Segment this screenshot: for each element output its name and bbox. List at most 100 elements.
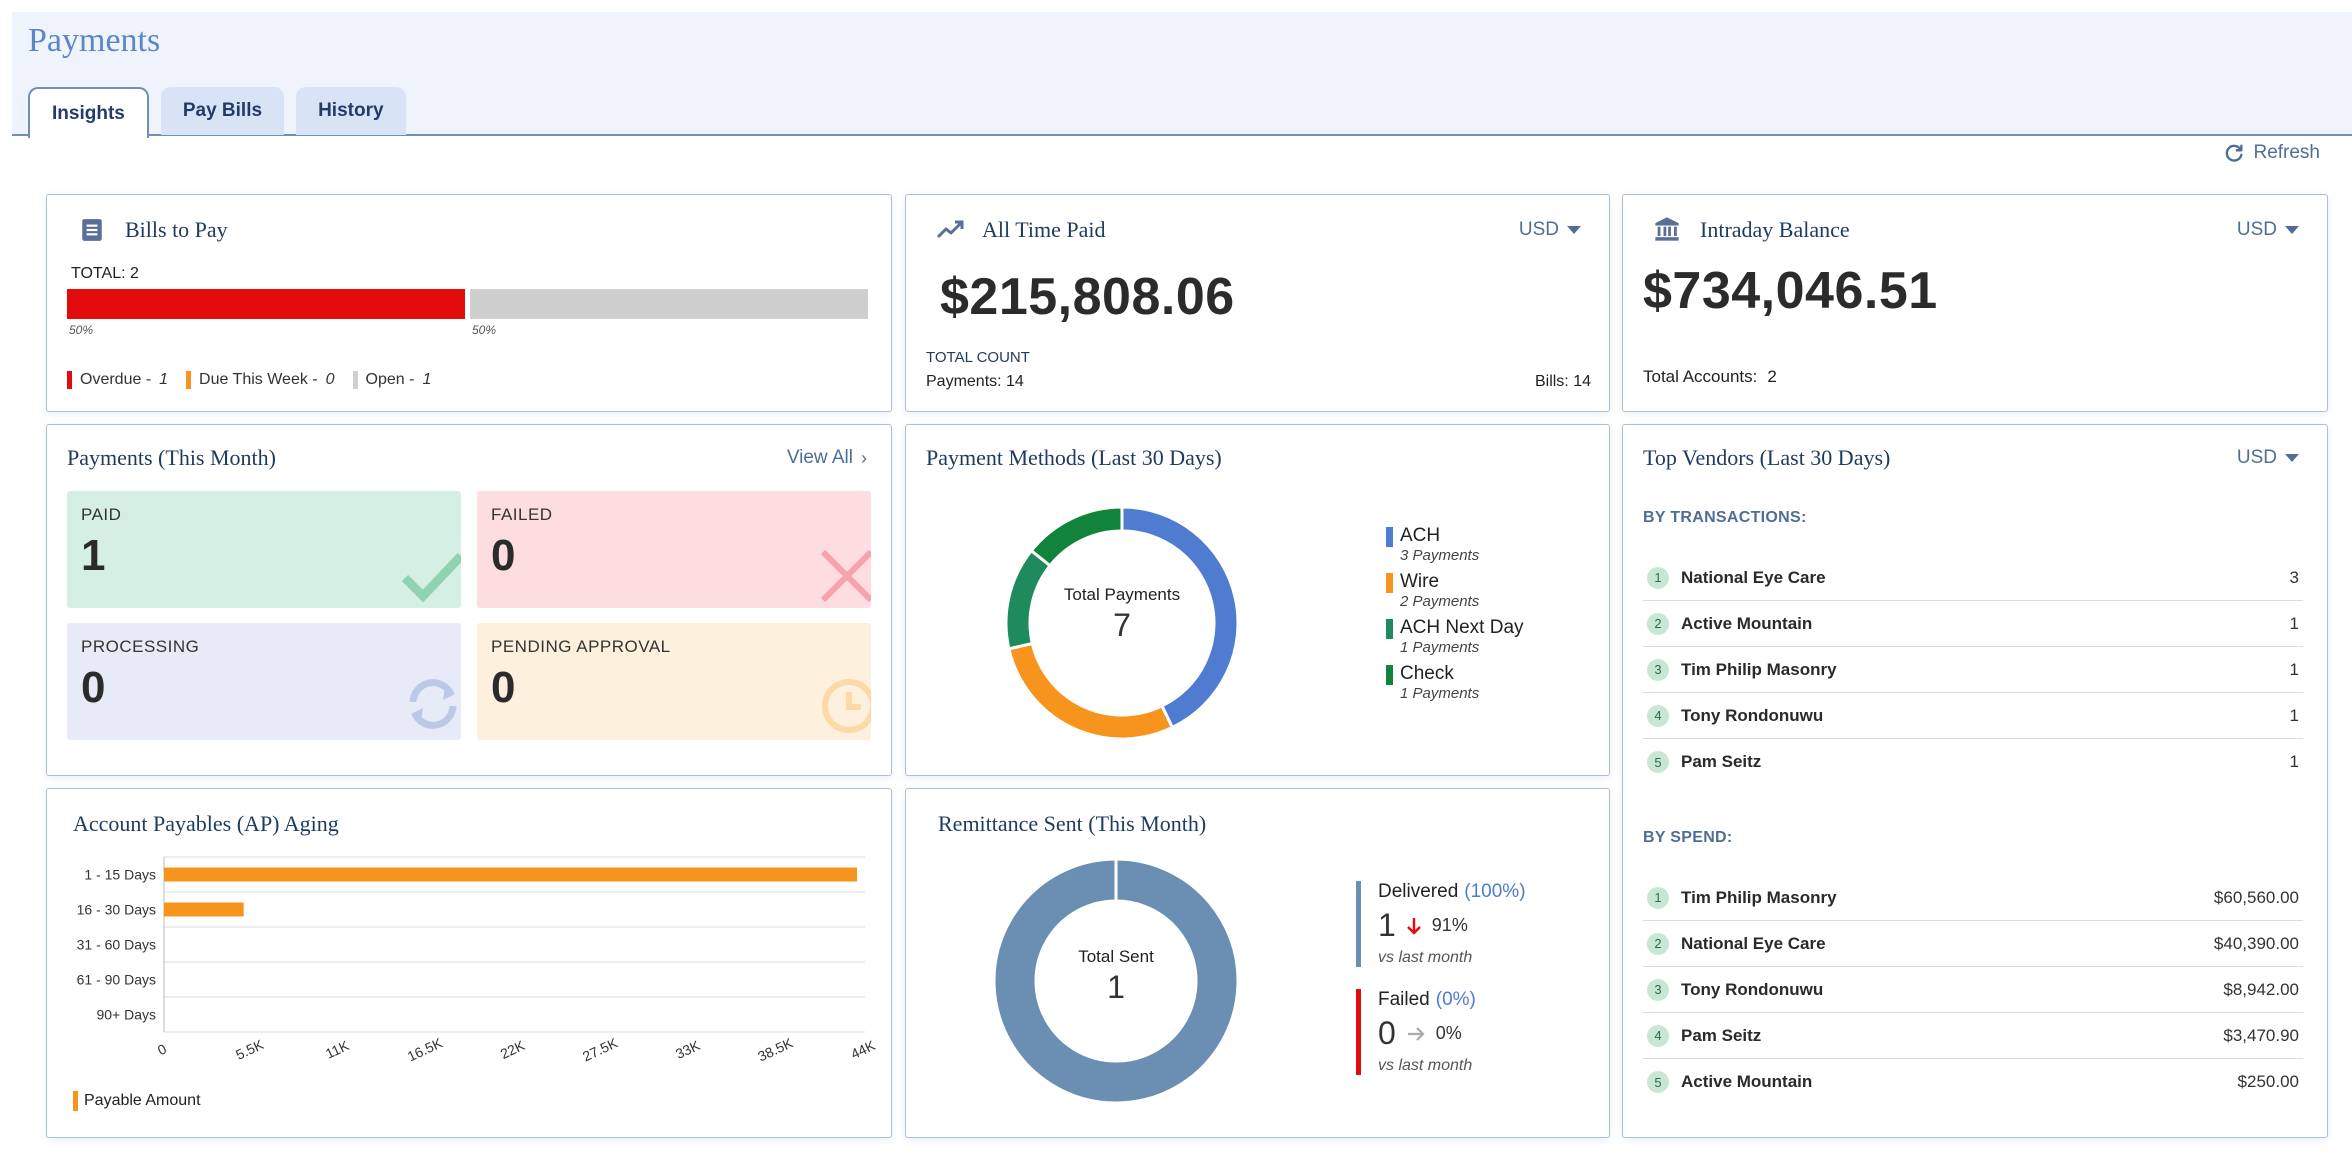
y-tick-label: 1 - 15 Days: [84, 867, 156, 883]
total-sent-label: Total Sent: [1078, 947, 1154, 966]
tab-insights[interactable]: Insights: [28, 87, 149, 138]
x-tick-label: 5.5K: [233, 1036, 266, 1063]
currency-select[interactable]: USD: [2237, 447, 2299, 469]
legend-name: ACH Next Day: [1400, 617, 1524, 638]
legend-label: Open -: [365, 371, 415, 388]
payments-month-title: Payments (This Month): [67, 445, 276, 470]
currency-select[interactable]: USD: [2237, 219, 2299, 241]
legend-sub: 1 Payments: [1400, 639, 1480, 656]
tile-label: PROCESSING: [81, 637, 200, 656]
vendor-value: $250.00: [2237, 1072, 2299, 1091]
rank-badge: 4: [1647, 1024, 1669, 1047]
tab-bar: Insights Pay Bills History: [28, 87, 406, 138]
y-tick-label: 61 - 90 Days: [77, 972, 156, 988]
page-title: Payments: [28, 22, 161, 59]
bar[interactable]: [164, 902, 244, 917]
list-item[interactable]: 3 Tim Philip Masonry 1: [1643, 647, 2303, 693]
failed-stats: 0 0%: [1378, 1015, 1462, 1052]
intraday-title: Intraday Balance: [1700, 217, 1850, 242]
by-spend-label: BY SPEND:: [1643, 829, 1733, 846]
legend-label: Payable Amount: [84, 1092, 201, 1109]
rank-badge: 2: [1647, 932, 1669, 955]
x-tick-label: 22K: [498, 1037, 528, 1062]
tile-processing[interactable]: PROCESSING 0: [67, 623, 461, 740]
delivered-header: Delivered (100%): [1378, 881, 1526, 903]
bills-count: Bills: 14: [1534, 373, 1591, 390]
legend-swatch: [186, 371, 192, 389]
tile-value: 0: [491, 531, 516, 580]
failed-pct: (0%): [1435, 989, 1476, 1010]
x-tick-label: 38.5K: [755, 1034, 796, 1064]
ap-aging-title: Account Payables (AP) Aging: [73, 811, 339, 836]
legend-count: 1: [159, 371, 169, 388]
vendor-name: Active Mountain: [1681, 1072, 1813, 1091]
legend-name: Wire: [1400, 571, 1440, 592]
top-vendors-title: Top Vendors (Last 30 Days): [1643, 445, 1891, 470]
donut-slice-wire[interactable]: [1007, 641, 1175, 741]
refresh-button[interactable]: Refresh: [2223, 142, 2320, 164]
view-all-link[interactable]: View All ›: [787, 447, 867, 469]
total-payments-value: 7: [1113, 607, 1131, 643]
delivered-vs: vs last month: [1378, 949, 1473, 966]
total-count-label: TOTAL COUNT: [926, 349, 1030, 366]
list-item[interactable]: 4 Tony Rondonuwu 1: [1643, 693, 2303, 739]
failed-change: 0%: [1435, 1023, 1462, 1043]
close-icon: [820, 549, 871, 603]
payments-count: Payments: 14: [926, 373, 1024, 390]
currency-value: USD: [2236, 447, 2277, 468]
tab-history[interactable]: History: [296, 87, 406, 135]
tile-label: PAID: [81, 505, 122, 524]
vendor-name: Tim Philip Masonry: [1681, 887, 1837, 907]
y-tick-label: 31 - 60 Days: [77, 937, 156, 953]
x-tick-label: 11K: [323, 1037, 352, 1062]
delivered-label: Delivered: [1378, 881, 1459, 902]
by-transactions-label: BY TRANSACTIONS:: [1643, 509, 1807, 526]
list-item[interactable]: 2 National Eye Care $40,390.00: [1643, 921, 2303, 967]
x-tick-label: 33K: [673, 1037, 703, 1062]
failed-vs: vs last month: [1378, 1057, 1473, 1074]
tile-value: 1: [81, 531, 106, 580]
donut-slice-delivered[interactable]: [992, 857, 1240, 1105]
bar[interactable]: [164, 867, 858, 882]
bills-title: Bills to Pay: [125, 217, 228, 242]
list-item[interactable]: 1 Tim Philip Masonry $60,560.00: [1643, 875, 2303, 921]
rank-badge: 4: [1647, 704, 1669, 727]
vendor-value: 3: [2289, 567, 2299, 587]
arrow-right-icon: [1407, 1026, 1425, 1041]
currency-value: USD: [2236, 219, 2277, 240]
legend-sub: 3 Payments: [1400, 547, 1480, 564]
view-all-label: View All: [786, 447, 853, 468]
legend-swatch: [1386, 619, 1393, 639]
total-accounts-value: 2: [1767, 367, 1777, 386]
tile-failed[interactable]: FAILED 0: [477, 491, 871, 608]
failed-bar: [1356, 989, 1361, 1075]
vendor-name: Tim Philip Masonry: [1681, 659, 1837, 679]
tile-paid[interactable]: PAID 1: [67, 491, 461, 608]
total-payments-label: Total Payments: [1063, 585, 1181, 604]
currency-select[interactable]: USD: [1519, 219, 1581, 241]
legend-swatch: [1386, 527, 1393, 547]
legend-swatch: [67, 371, 72, 389]
tile-label: PENDING APPROVAL: [491, 637, 671, 656]
vendor-name: Tony Rondonuwu: [1681, 705, 1824, 725]
list-item[interactable]: 5 Pam Seitz 1: [1643, 739, 2303, 785]
tile-label: FAILED: [491, 505, 553, 524]
list-item[interactable]: 3 Tony Rondonuwu $8,942.00: [1643, 967, 2303, 1013]
tile-pending-approval[interactable]: PENDING APPROVAL 0: [477, 623, 871, 740]
tab-pay-bills[interactable]: Pay Bills: [160, 87, 285, 135]
bills-bar-open: [470, 289, 868, 319]
list-item[interactable]: 2 Active Mountain 1: [1643, 601, 2303, 647]
bills-legend: Overdue - 1 Due This Week - 0 Open - 1: [67, 371, 431, 389]
donut-slice-check[interactable]: [1029, 505, 1124, 568]
list-item[interactable]: 1 National Eye Care 3: [1643, 555, 2303, 601]
rank-badge: 3: [1647, 658, 1669, 681]
rank-badge: 2: [1647, 612, 1669, 635]
legend-label: Overdue -: [80, 371, 152, 388]
legend-sub: 1 Payments: [1400, 685, 1480, 702]
bills-total: TOTAL: 2: [71, 265, 139, 282]
intraday-balance-card: Intraday Balance USD $734,046.51 Total A…: [1622, 194, 2328, 412]
list-item[interactable]: 5 Active Mountain $250.00: [1643, 1059, 2303, 1105]
list-item[interactable]: 4 Pam Seitz $3,470.90: [1643, 1013, 2303, 1059]
legend-name: Check: [1400, 663, 1454, 684]
clock-icon: [822, 679, 871, 733]
